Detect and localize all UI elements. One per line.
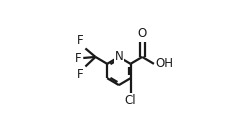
Text: N: N bbox=[114, 50, 123, 63]
Text: F: F bbox=[77, 68, 83, 81]
Text: Cl: Cl bbox=[125, 94, 136, 107]
Text: O: O bbox=[138, 27, 147, 40]
Text: F: F bbox=[74, 51, 81, 64]
Text: OH: OH bbox=[156, 57, 174, 70]
Text: F: F bbox=[77, 34, 83, 47]
